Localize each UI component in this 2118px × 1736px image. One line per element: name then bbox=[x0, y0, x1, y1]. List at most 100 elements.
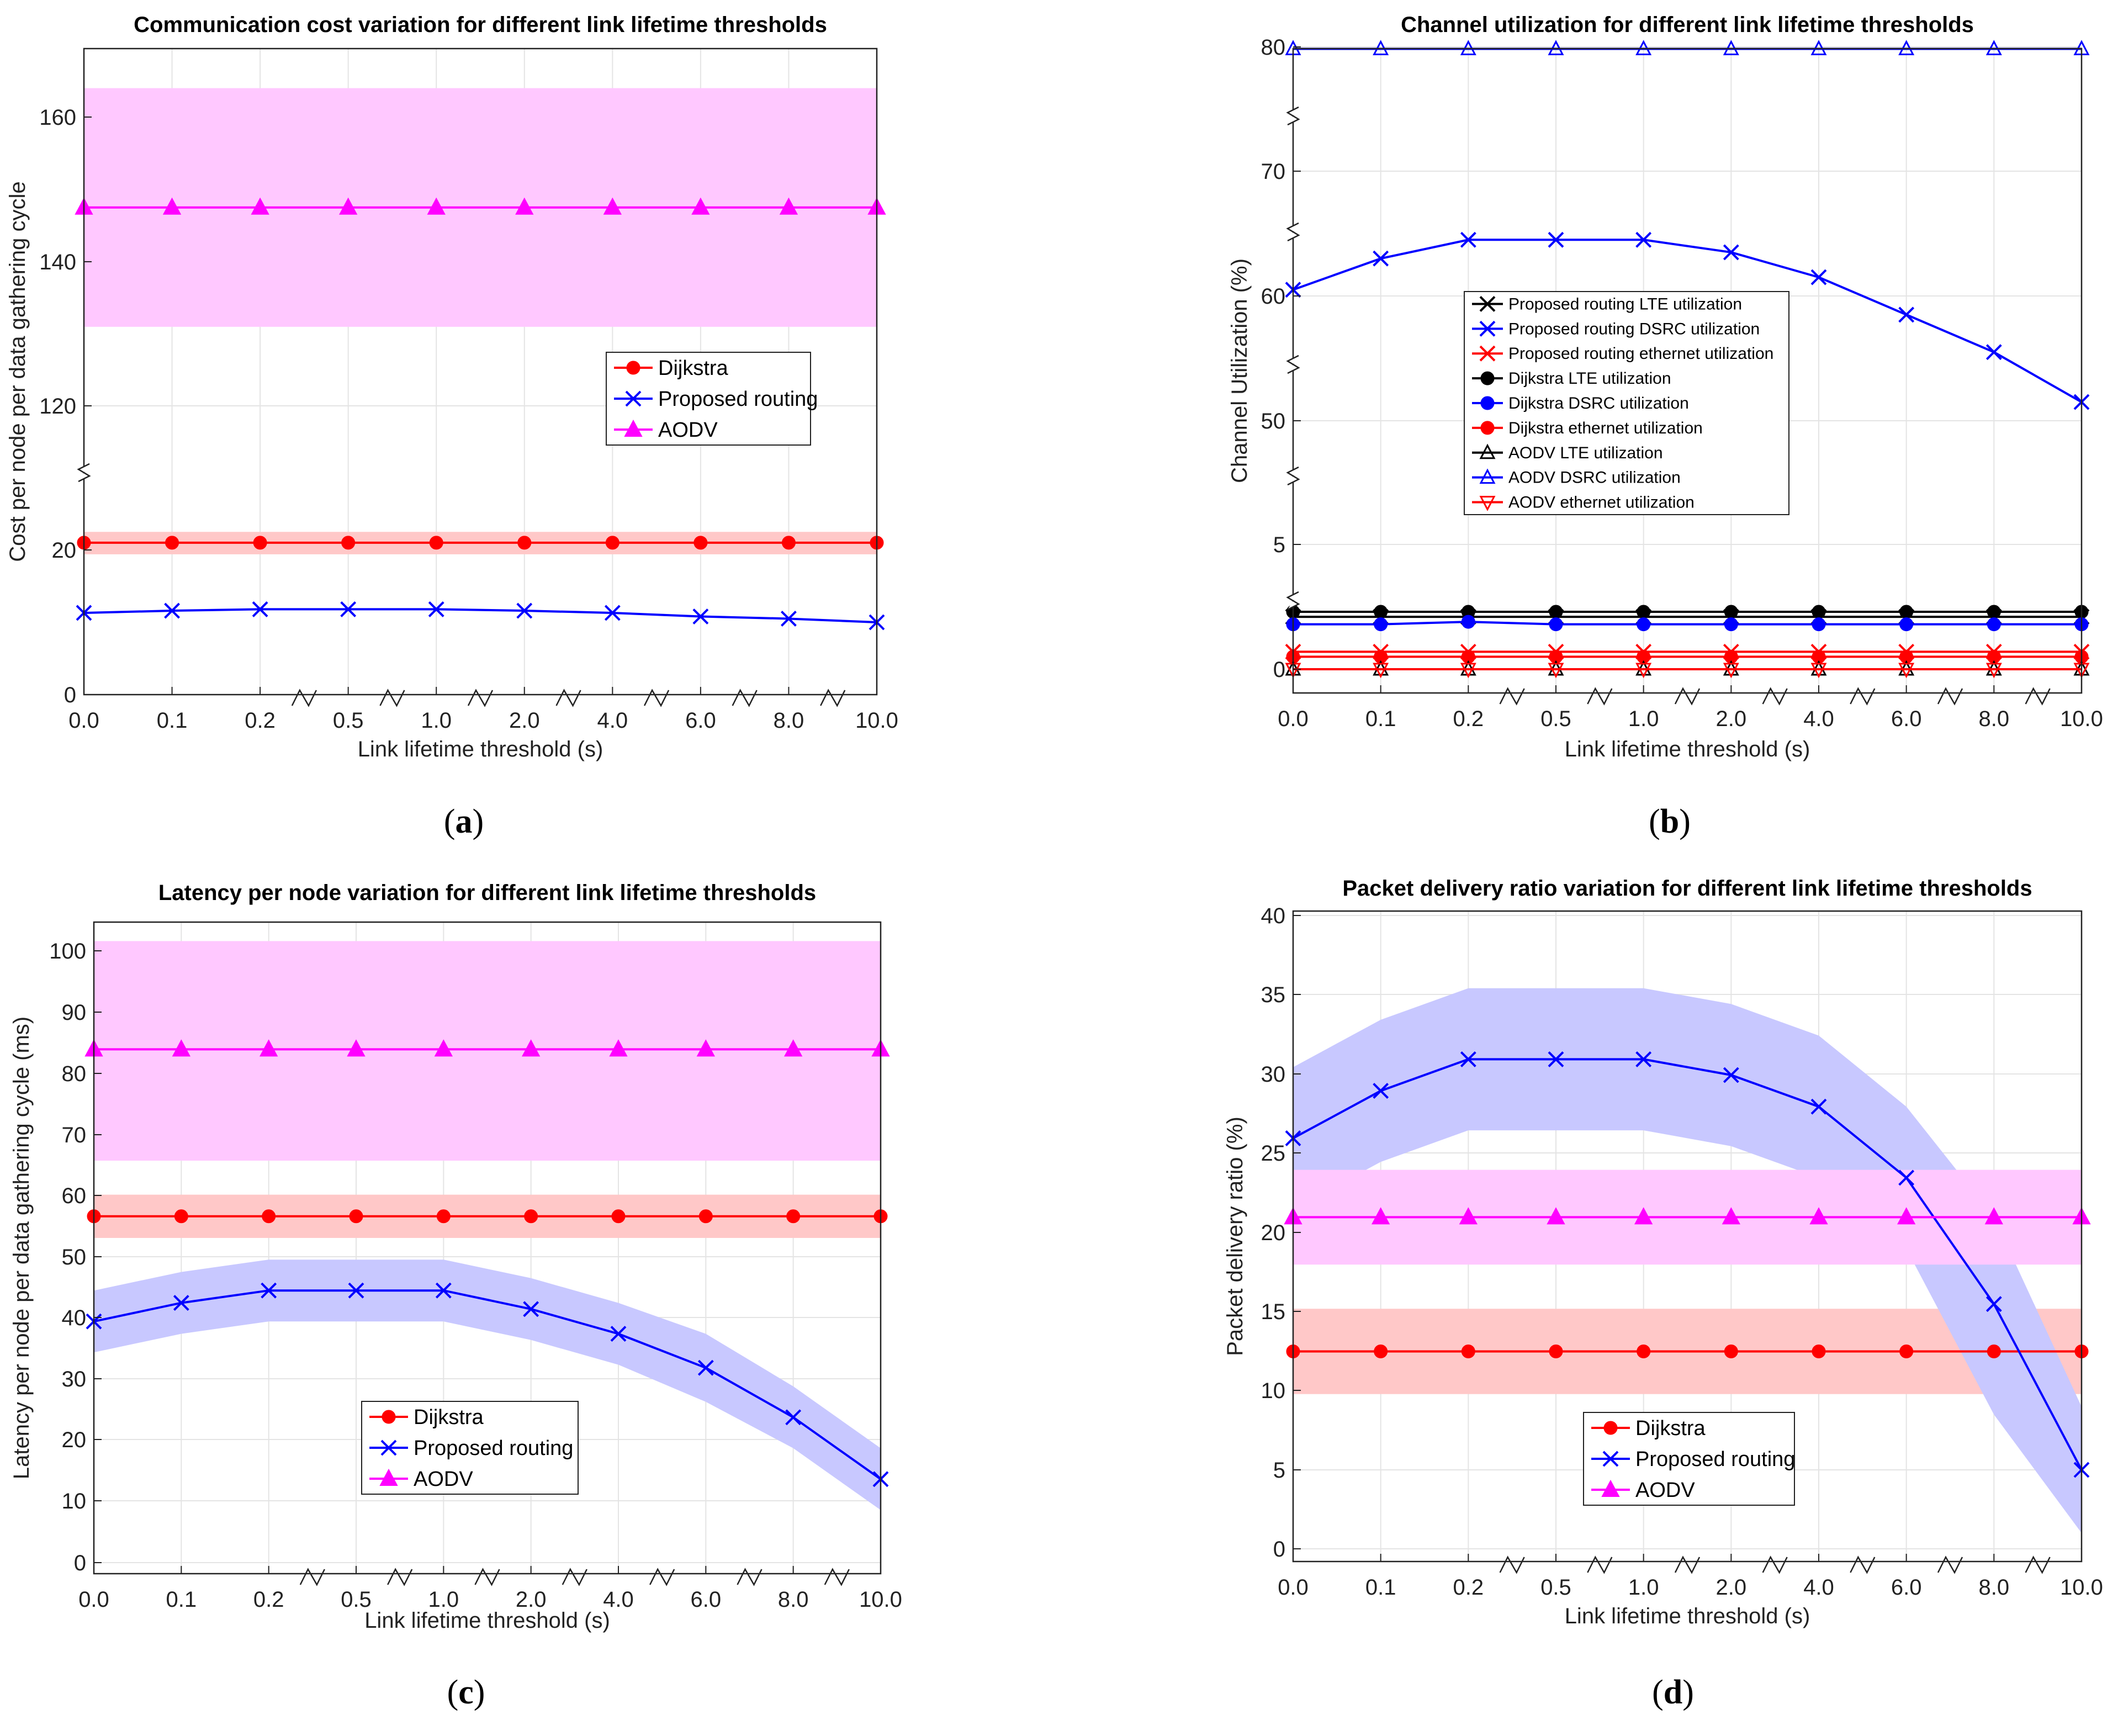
axis-break-mark bbox=[1499, 1555, 1525, 1574]
y-tick-label: 60 bbox=[1261, 284, 1286, 309]
data-point bbox=[1373, 250, 1389, 267]
confidence-band bbox=[1293, 988, 2082, 1533]
x-tick-label: 4.0 bbox=[603, 1587, 634, 1612]
chart-panel-c: 0 10 20 30 40 50 60 70 80 90 100 0.0 0.1 0.2 0.5 1.0 2.0… bbox=[9, 881, 902, 1711]
axis-break-mark bbox=[1762, 687, 1788, 706]
legend: Dijkstra Proposed routing AODV bbox=[361, 1401, 579, 1495]
series-line bbox=[93, 1289, 882, 1480]
data-point bbox=[609, 1039, 628, 1057]
data-point bbox=[1724, 1345, 1738, 1358]
data-point bbox=[1549, 617, 1563, 632]
data-point bbox=[172, 1039, 191, 1057]
y-tick-label: 50 bbox=[1261, 409, 1286, 433]
data-point bbox=[1461, 1345, 1475, 1358]
legend-entry: AODV LTE utilization bbox=[1508, 444, 1663, 462]
chart-panel-b: 0 5 50 60 70 80 0.0 0.1 0.2 0.5 1.0 2.0 4.0 6.0 8.0 10.… bbox=[1227, 13, 2103, 840]
axis-break-mark bbox=[562, 1568, 587, 1586]
legend-entry: Dijkstra bbox=[414, 1406, 484, 1429]
y-tick-label: 160 bbox=[39, 105, 76, 130]
data-point bbox=[1985, 344, 2002, 361]
data-point bbox=[1985, 663, 2002, 679]
x-tick-label: 2.0 bbox=[516, 1587, 547, 1612]
series-line bbox=[83, 608, 877, 623]
panel-label: (d) bbox=[1652, 1674, 1694, 1711]
x-tick-label: 10.0 bbox=[859, 1587, 902, 1612]
data-point bbox=[1635, 1051, 1652, 1067]
x-tick-label: 8.0 bbox=[1979, 1575, 2010, 1600]
x-tick-label: 0.0 bbox=[68, 708, 99, 733]
x-tick-label: 1.0 bbox=[421, 708, 452, 733]
data-point bbox=[427, 197, 446, 215]
axis-break-mark bbox=[732, 689, 758, 707]
legend-marker bbox=[1601, 1479, 1620, 1497]
data-point bbox=[1898, 663, 1915, 679]
data-point bbox=[1898, 1169, 1915, 1186]
x-tick-label: 0.2 bbox=[253, 1587, 284, 1612]
data-point bbox=[1635, 663, 1652, 679]
y-tick-label: 5 bbox=[1273, 1458, 1285, 1483]
y-tick-label: 0 bbox=[74, 1551, 86, 1575]
data-point bbox=[259, 1039, 278, 1057]
y-tick-label: 10 bbox=[62, 1489, 87, 1513]
data-point bbox=[1371, 1207, 1390, 1225]
axis-break-mark bbox=[1286, 466, 1300, 486]
y-tick-label: 60 bbox=[62, 1184, 87, 1208]
x-tick-label: 4.0 bbox=[1803, 707, 1834, 731]
axis-break-mark bbox=[1286, 354, 1300, 374]
legend-entry: AODV bbox=[658, 419, 718, 442]
legend-marker bbox=[1602, 1451, 1619, 1467]
axis-break-mark bbox=[820, 689, 846, 707]
data-point bbox=[262, 1209, 276, 1224]
legend-marker bbox=[1479, 443, 1496, 459]
legend-marker bbox=[624, 419, 643, 437]
data-point bbox=[605, 536, 619, 550]
data-point bbox=[697, 1359, 714, 1376]
data-point bbox=[783, 1039, 803, 1057]
data-point bbox=[1549, 1345, 1563, 1358]
y-tick-label: 100 bbox=[49, 939, 86, 964]
y-axis-label: Packet delivery ratio (%) bbox=[1223, 1116, 1247, 1356]
data-point bbox=[164, 602, 180, 619]
legend-marker bbox=[382, 1410, 396, 1424]
x-tick-label: 0.1 bbox=[157, 708, 188, 733]
y-tick-label: 5 bbox=[1273, 533, 1285, 557]
y-tick-label: 40 bbox=[62, 1306, 87, 1330]
data-point bbox=[1723, 1067, 1739, 1083]
legend-marker bbox=[1480, 396, 1495, 410]
data-point bbox=[251, 197, 269, 215]
y-tick-label: 80 bbox=[1261, 35, 1286, 60]
x-tick-label: 0.0 bbox=[1278, 1575, 1309, 1600]
y-tick-label: 50 bbox=[62, 1245, 87, 1269]
axis-break-mark bbox=[467, 689, 494, 707]
y-tick-label: 0 bbox=[1273, 658, 1285, 682]
y-tick-label: 70 bbox=[1261, 160, 1286, 184]
data-point bbox=[429, 536, 443, 550]
legend-marker bbox=[1479, 468, 1496, 484]
legend-marker bbox=[1479, 496, 1496, 511]
data-point bbox=[1461, 615, 1475, 629]
y-tick-label: 0 bbox=[1273, 1537, 1285, 1562]
x-tick-label: 10.0 bbox=[2060, 707, 2103, 731]
legend-marker bbox=[1480, 421, 1495, 435]
legend-marker bbox=[625, 390, 642, 407]
data-point bbox=[692, 608, 709, 624]
axis-break-mark bbox=[1674, 687, 1701, 706]
data-point bbox=[1723, 244, 1739, 261]
legend-entry: Proposed routing bbox=[658, 388, 818, 411]
confidence-band bbox=[94, 1259, 881, 1510]
axis-break-mark bbox=[1674, 1555, 1701, 1574]
legend-entry: AODV bbox=[1635, 1479, 1695, 1502]
legend-marker bbox=[1479, 345, 1496, 362]
data-point bbox=[348, 1282, 364, 1299]
axis-break-mark bbox=[643, 689, 670, 707]
axis-break-mark bbox=[1499, 687, 1525, 706]
legend-marker bbox=[1479, 320, 1496, 337]
x-tick-label: 2.0 bbox=[509, 708, 540, 733]
axes-frame bbox=[93, 921, 882, 1575]
axis-break-mark bbox=[649, 1568, 675, 1586]
x-tick-label: 1.0 bbox=[428, 1587, 459, 1612]
axis-break-mark bbox=[1762, 1555, 1788, 1574]
y-tick-label: 40 bbox=[1261, 904, 1286, 928]
x-tick-label: 6.0 bbox=[1891, 1575, 1922, 1600]
data-point bbox=[338, 197, 358, 215]
